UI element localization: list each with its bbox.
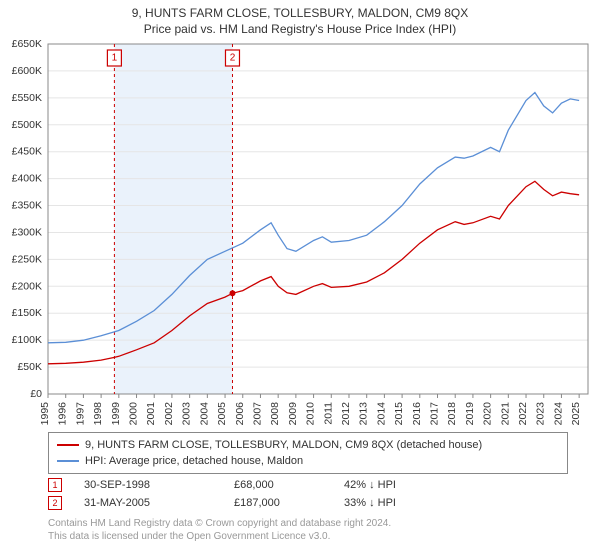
marker-date: 30-SEP-1998 — [84, 479, 234, 491]
chart-subtitle: Price paid vs. HM Land Registry's House … — [0, 20, 600, 40]
marker-price: £187,000 — [234, 497, 344, 509]
xtick-label: 2008 — [269, 402, 281, 426]
xtick-label: 2020 — [482, 402, 494, 426]
ytick-label: £450K — [12, 146, 42, 158]
marker-pct: 42% ↓ HPI — [344, 479, 464, 491]
legend-row: 9, HUNTS FARM CLOSE, TOLLESBURY, MALDON,… — [57, 437, 559, 453]
legend: 9, HUNTS FARM CLOSE, TOLLESBURY, MALDON,… — [48, 432, 568, 474]
xtick-label: 2025 — [570, 402, 582, 426]
xtick-label: 1998 — [92, 402, 104, 426]
xtick-label: 2006 — [234, 402, 246, 426]
legend-label: 9, HUNTS FARM CLOSE, TOLLESBURY, MALDON,… — [85, 439, 482, 451]
legend-label: HPI: Average price, detached house, Mald… — [85, 455, 303, 467]
ytick-label: £550K — [12, 92, 42, 104]
mini-marker-box: 2 — [48, 496, 62, 510]
ytick-label: £250K — [12, 253, 42, 265]
legend-swatch — [57, 460, 79, 462]
attribution-line2: This data is licensed under the Open Gov… — [48, 531, 568, 544]
attribution-line1: Contains HM Land Registry data © Crown c… — [48, 518, 568, 531]
xtick-label: 2011 — [322, 402, 334, 425]
ytick-label: £400K — [12, 173, 42, 185]
line-chart-svg: £0 £50K £100K £150K £200K £250K £300K £350K £400… — [0, 38, 600, 428]
xtick-label: 2022 — [517, 402, 529, 426]
xtick-label: 2013 — [358, 402, 370, 426]
xtick-label: 1999 — [110, 402, 122, 426]
marker-dot — [229, 290, 235, 296]
marker-cell: 2 — [48, 496, 84, 510]
ytick-label: £0 — [30, 388, 42, 400]
ytick-label: £100K — [12, 334, 42, 346]
xtick-label: 2024 — [552, 402, 564, 426]
xtick-label: 1995 — [39, 402, 51, 426]
xtick-label: 2002 — [163, 402, 175, 426]
xtick-label: 2015 — [393, 402, 405, 426]
ytick-label: £650K — [12, 38, 42, 50]
xtick-label: 1996 — [57, 402, 69, 426]
chart-area: £0 £50K £100K £150K £200K £250K £300K £350K £400… — [0, 38, 600, 428]
ytick-label: £300K — [12, 226, 42, 238]
xtick-label: 2001 — [145, 402, 157, 426]
chart-title: 9, HUNTS FARM CLOSE, TOLLESBURY, MALDON,… — [0, 0, 600, 20]
marker-pct: 33% ↓ HPI — [344, 497, 464, 509]
xtick-label: 2010 — [305, 402, 317, 426]
legend-row: HPI: Average price, detached house, Mald… — [57, 453, 559, 469]
ytick-label: £600K — [12, 65, 42, 77]
xtick-label: 2021 — [499, 402, 511, 426]
marker-table: 1 30-SEP-1998£68,00042% ↓ HPI 2 31-MAY-2005… — [48, 476, 568, 512]
xtick-label: 2014 — [375, 402, 387, 426]
xtick-label: 2009 — [287, 402, 299, 426]
ytick-label: £500K — [12, 119, 42, 131]
marker-table-row: 2 31-MAY-2005£187,00033% ↓ HPI — [48, 494, 568, 512]
xtick-label: 2005 — [216, 402, 228, 426]
ytick-label: £350K — [12, 200, 42, 212]
marker-table-row: 1 30-SEP-1998£68,00042% ↓ HPI — [48, 476, 568, 494]
marker-label: 1 — [112, 53, 118, 64]
xtick-label: 2004 — [198, 402, 210, 426]
shaded-band — [114, 44, 232, 394]
mini-marker-box: 1 — [48, 478, 62, 492]
marker-cell: 1 — [48, 478, 84, 492]
xtick-label: 2017 — [429, 402, 441, 426]
marker-price: £68,000 — [234, 479, 344, 491]
xtick-label: 2023 — [535, 402, 547, 426]
xtick-label: 2007 — [251, 402, 263, 426]
xtick-label: 2012 — [340, 402, 352, 426]
ytick-label: £150K — [12, 307, 42, 319]
ytick-label: £50K — [17, 361, 42, 373]
marker-date: 31-MAY-2005 — [84, 497, 234, 509]
xtick-label: 2003 — [181, 402, 193, 426]
attribution: Contains HM Land Registry data © Crown c… — [48, 518, 568, 543]
xtick-label: 2000 — [128, 402, 140, 426]
xtick-label: 2018 — [446, 402, 458, 426]
ytick-label: £200K — [12, 280, 42, 292]
xtick-label: 1997 — [74, 402, 86, 426]
xtick-label: 2016 — [411, 402, 423, 426]
legend-swatch — [57, 444, 79, 446]
xtick-label: 2019 — [464, 402, 476, 426]
marker-label: 2 — [230, 53, 236, 64]
